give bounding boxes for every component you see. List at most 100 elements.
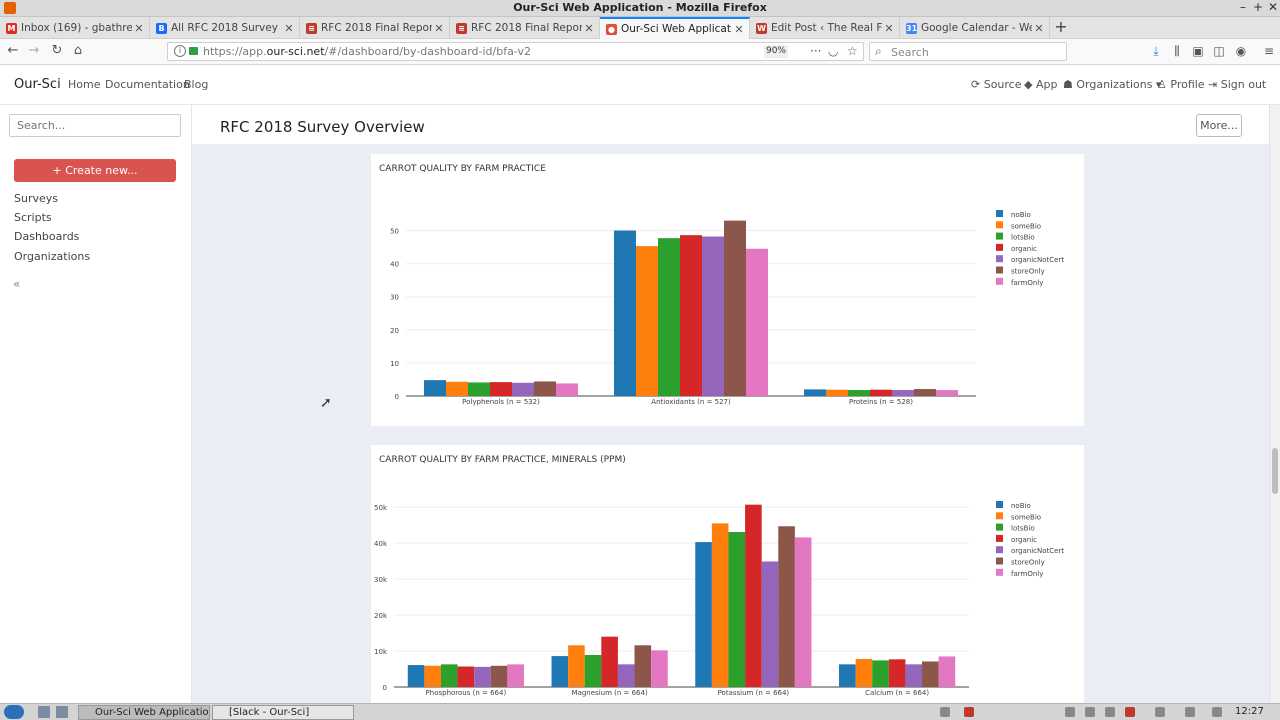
tab-survey-data[interactable]: B All RFC 2018 Survey Data ✕ <box>150 17 300 39</box>
back-icon[interactable]: ← <box>7 43 19 58</box>
legend-label[interactable]: noBio <box>1011 211 1031 219</box>
bar-lotsBio[interactable] <box>440 664 458 687</box>
bar-farmOnly[interactable] <box>938 656 956 687</box>
bar-someBio[interactable] <box>446 381 468 396</box>
search-bar[interactable]: ⌕ Search <box>869 42 1067 61</box>
page-actions-icon[interactable]: ··· <box>810 44 822 58</box>
bar-noBio[interactable] <box>424 380 446 396</box>
sidebar-icon[interactable]: ◫ <box>1213 44 1225 58</box>
bar-noBio[interactable] <box>614 230 636 396</box>
legend-label[interactable]: lotsBio <box>1011 234 1035 242</box>
bar-lotsBio[interactable] <box>728 532 746 687</box>
legend-swatch[interactable] <box>996 523 1003 531</box>
home-icon[interactable]: ⌂ <box>73 43 83 58</box>
bar-someBio[interactable] <box>711 523 729 687</box>
bar-someBio[interactable] <box>568 645 585 687</box>
bar-organic[interactable] <box>870 389 892 396</box>
legend-swatch[interactable] <box>996 568 1003 576</box>
info-icon[interactable]: i <box>174 45 186 57</box>
bar-organic[interactable] <box>490 382 512 396</box>
tray-network-icon[interactable] <box>1085 707 1095 717</box>
tray-signal-icon[interactable] <box>1105 707 1115 717</box>
bar-organicNotCert[interactable] <box>617 664 635 687</box>
screenshot-icon[interactable]: ▣ <box>1192 44 1204 58</box>
minimize-icon[interactable]: – <box>1240 0 1246 14</box>
bar-farmOnly[interactable] <box>651 650 668 687</box>
legend-label[interactable]: farmOnly <box>1011 570 1043 578</box>
legend-label[interactable]: someBio <box>1011 513 1041 521</box>
legend-swatch[interactable] <box>996 266 1003 274</box>
bar-farmOnly[interactable] <box>936 390 958 396</box>
bar-organicNotCert[interactable] <box>761 561 779 687</box>
legend-swatch[interactable] <box>996 534 1003 542</box>
bar-storeOnly[interactable] <box>634 645 652 687</box>
tray-bluetooth-icon[interactable] <box>1065 707 1075 717</box>
bar-lotsBio[interactable] <box>658 238 680 396</box>
sidebar-item-dashboards[interactable]: Dashboards <box>14 230 80 243</box>
bar-lotsBio[interactable] <box>468 382 490 396</box>
legend-label[interactable]: organicNotCert <box>1011 256 1064 264</box>
legend-swatch[interactable] <box>996 557 1003 565</box>
page-scrollbar[interactable] <box>1269 105 1280 703</box>
collapse-sidebar-icon[interactable]: « <box>13 277 21 291</box>
nav-documentation[interactable]: Documentation <box>105 78 190 91</box>
tab-gmail[interactable]: M Inbox (169) - gbathree@ ✕ <box>0 17 150 39</box>
close-tab-icon[interactable]: ✕ <box>734 22 744 36</box>
nav-organizations[interactable]: ☗ Organizations ▾ <box>1063 78 1161 91</box>
nav-sign-out[interactable]: ⇥ Sign out <box>1208 78 1266 91</box>
nav-blog[interactable]: Blog <box>184 78 209 91</box>
legend-swatch[interactable] <box>996 501 1003 508</box>
bar-lotsBio[interactable] <box>848 390 870 396</box>
tab-final-report-2[interactable]: ≡ RFC 2018 Final Report - S ✕ <box>450 17 600 39</box>
close-tab-icon[interactable]: ✕ <box>134 21 144 35</box>
bar-organic[interactable] <box>680 235 702 396</box>
bar-farmOnly[interactable] <box>556 383 578 396</box>
tray-record-icon[interactable] <box>1125 707 1135 717</box>
sidebar-search-input[interactable] <box>9 114 181 137</box>
close-tab-icon[interactable]: ✕ <box>1034 21 1044 35</box>
tray-window-icon[interactable] <box>940 707 950 717</box>
bar-organicNotCert[interactable] <box>512 382 534 396</box>
start-menu-icon[interactable] <box>4 705 24 719</box>
legend-label[interactable]: farmOnly <box>1011 279 1043 287</box>
legend-label[interactable]: someBio <box>1011 222 1041 230</box>
more-button[interactable]: More... <box>1196 114 1242 137</box>
bar-storeOnly[interactable] <box>490 665 508 687</box>
bar-lotsBio[interactable] <box>872 660 889 687</box>
tab-final-report-1[interactable]: ≡ RFC 2018 Final Report Re ✕ <box>300 17 450 39</box>
privacy-icon[interactable]: ◉ <box>1235 44 1247 58</box>
forward-icon[interactable]: → <box>28 43 40 58</box>
legend-label[interactable]: organic <box>1011 245 1037 253</box>
legend-swatch[interactable] <box>996 277 1003 285</box>
tray-update-icon[interactable] <box>1155 707 1165 717</box>
nav-profile[interactable]: ♙ Profile <box>1157 78 1205 91</box>
legend-label[interactable]: storeOnly <box>1011 559 1045 567</box>
bar-organicNotCert[interactable] <box>474 666 491 687</box>
zoom-indicator[interactable]: 90% <box>764 45 788 58</box>
bar-someBio[interactable] <box>855 658 873 687</box>
bar-noBio[interactable] <box>695 542 712 687</box>
bar-organicNotCert[interactable] <box>905 664 923 687</box>
bar-storeOnly[interactable] <box>778 526 795 687</box>
legend-swatch[interactable] <box>996 243 1003 251</box>
tray-wifi-icon[interactable] <box>1185 707 1195 717</box>
tab-oursci[interactable]: ● Our-Sci Web Application ✕ <box>600 17 750 39</box>
bar-noBio[interactable] <box>407 665 425 687</box>
legend-label[interactable]: organic <box>1011 536 1037 544</box>
url-bar[interactable]: i https://app.our-sci.net/#/dashboard/by… <box>167 42 864 61</box>
download-icon[interactable]: ⤓ <box>1153 44 1159 58</box>
bar-someBio[interactable] <box>636 246 658 396</box>
close-tab-icon[interactable]: ✕ <box>284 21 294 35</box>
bar-storeOnly[interactable] <box>534 381 556 396</box>
bar-someBio[interactable] <box>826 389 848 396</box>
nav-home[interactable]: Home <box>68 78 101 91</box>
sidebar-item-surveys[interactable]: Surveys <box>14 192 58 205</box>
legend-label[interactable]: noBio <box>1011 502 1031 510</box>
bar-storeOnly[interactable] <box>914 389 936 396</box>
close-tab-icon[interactable]: ✕ <box>584 21 594 35</box>
legend-label[interactable]: organicNotCert <box>1011 547 1064 555</box>
close-tab-icon[interactable]: ✕ <box>434 21 444 35</box>
bar-organic[interactable] <box>601 636 618 687</box>
create-new-button[interactable]: + Create new... <box>14 159 176 182</box>
legend-swatch[interactable] <box>996 232 1003 240</box>
